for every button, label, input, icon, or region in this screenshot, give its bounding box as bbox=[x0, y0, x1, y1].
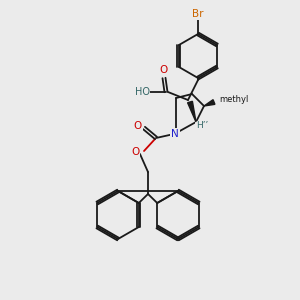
Text: O: O bbox=[134, 121, 142, 131]
Text: N: N bbox=[171, 129, 179, 139]
Text: O: O bbox=[160, 65, 168, 75]
Text: HO: HO bbox=[134, 87, 149, 97]
Polygon shape bbox=[188, 101, 196, 122]
Text: methyl: methyl bbox=[219, 95, 249, 104]
Polygon shape bbox=[204, 100, 215, 106]
Text: H’’: H’’ bbox=[196, 122, 208, 130]
Text: O: O bbox=[131, 147, 139, 157]
Text: Br: Br bbox=[192, 9, 204, 19]
Text: O: O bbox=[218, 95, 226, 105]
